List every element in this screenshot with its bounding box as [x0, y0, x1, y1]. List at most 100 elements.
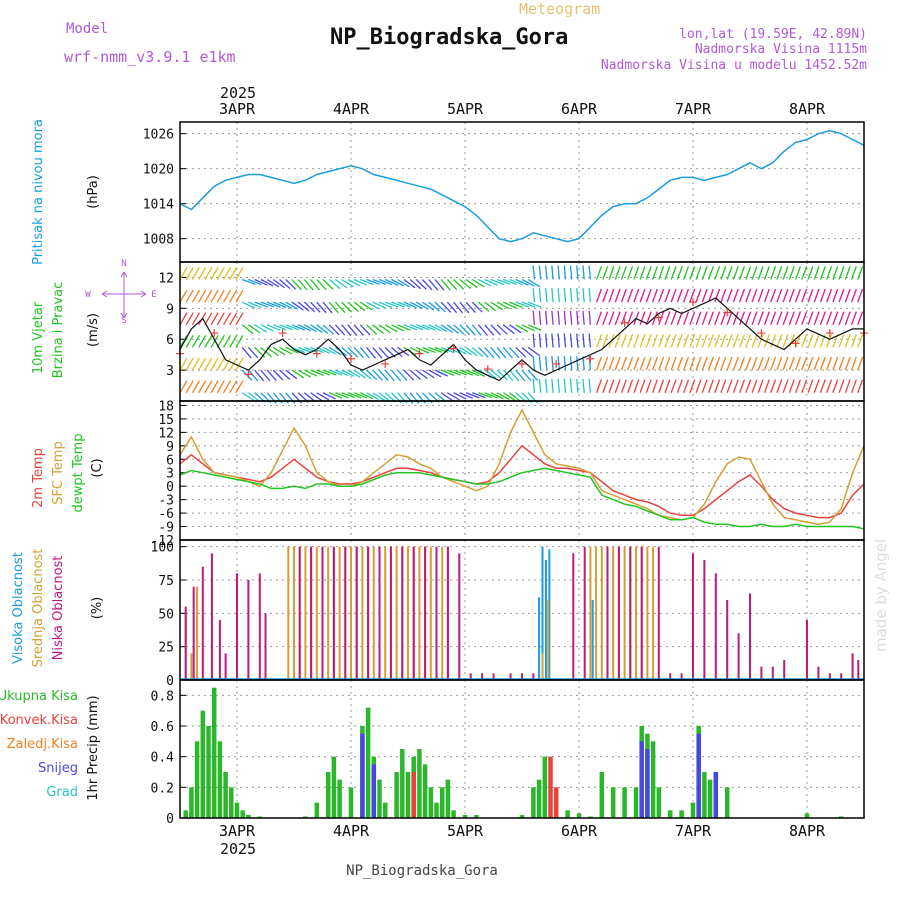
- wind-vector: [291, 346, 306, 354]
- model-altitude-label: Nadmorska Visina u modelu 1452.52m: [601, 58, 867, 73]
- bar: [583, 546, 586, 680]
- bar-series-0: [183, 687, 844, 818]
- bar: [838, 816, 844, 818]
- bar: [348, 787, 354, 818]
- wind-vector: [241, 324, 254, 335]
- wind-vector: [850, 288, 857, 303]
- bar: [760, 666, 763, 680]
- wind-vector: [838, 311, 845, 326]
- wind-vector: [782, 311, 789, 326]
- bar: [458, 553, 461, 680]
- wind-vector: [826, 266, 833, 280]
- wind-vector: [447, 392, 460, 401]
- gust-marker: [449, 344, 458, 353]
- wind-vector: [614, 356, 621, 371]
- wind-vector: [807, 379, 814, 393]
- bar: [469, 673, 472, 680]
- wind-vector: [569, 333, 573, 348]
- wind-vector: [415, 301, 429, 310]
- wind-vector: [664, 288, 671, 303]
- wind-vector: [707, 311, 714, 326]
- wind-vector: [446, 279, 458, 291]
- wind-vector: [695, 334, 702, 348]
- ytick-label: 9: [166, 302, 174, 317]
- wind-vector: [532, 356, 536, 371]
- bar-series-1: [411, 756, 559, 818]
- wind-vector: [639, 379, 646, 393]
- bar: [610, 787, 616, 818]
- wind-vector: [198, 335, 207, 348]
- wind-vector: [745, 266, 752, 280]
- wind-vector: [701, 334, 708, 348]
- bar: [382, 802, 388, 818]
- wind-vector: [422, 279, 433, 291]
- bar: [218, 620, 221, 680]
- wind-vector: [210, 312, 219, 326]
- wind-vector: [390, 346, 403, 358]
- wind-vector: [739, 379, 746, 393]
- line-series-2: [179, 467, 865, 530]
- wind-vector: [794, 288, 801, 303]
- wind-vector: [732, 288, 739, 303]
- wind-vector: [658, 379, 665, 393]
- wind-vector: [651, 334, 658, 348]
- wind-vector: [241, 392, 255, 401]
- wind-vector: [434, 301, 446, 313]
- wind-vector: [210, 380, 219, 394]
- wind-vector: [521, 278, 535, 287]
- wind-vector: [372, 369, 383, 381]
- pressure-unit: (hPa): [86, 175, 101, 209]
- panel-1: 3 6 9 12: [158, 261, 868, 404]
- panel-frame: [179, 539, 865, 681]
- wind-axis-titles: 10m Vjetar Brzina i Pravac (m/s) N E W S: [31, 259, 157, 378]
- bar: [622, 787, 627, 818]
- wind-vector: [440, 392, 454, 402]
- wind-vector: [248, 301, 262, 309]
- wind-vector: [459, 301, 470, 314]
- wind-vector: [440, 301, 452, 313]
- gust-marker: [620, 318, 629, 327]
- bar: [258, 573, 261, 680]
- wind-vector: [857, 356, 864, 371]
- wind-vector: [273, 324, 287, 331]
- wind-vector: [372, 278, 387, 285]
- gust-marker: [278, 329, 287, 338]
- wind-vector: [328, 301, 339, 314]
- wind-vector: [446, 324, 459, 334]
- wind-vector: [279, 279, 291, 290]
- wind-vector: [229, 312, 238, 326]
- wind-vector: [763, 356, 770, 371]
- wind-vector: [563, 356, 567, 371]
- wind-vector: [266, 369, 277, 381]
- wind-vector: [447, 369, 461, 376]
- wind-vector: [720, 288, 727, 303]
- wind-vector: [633, 288, 640, 303]
- bar: [405, 772, 411, 818]
- wind-vector: [757, 311, 764, 326]
- ytick-label: 12: [158, 426, 174, 441]
- wind-vector: [788, 356, 795, 371]
- ytick-label: 18: [158, 399, 174, 414]
- wind-vector: [645, 379, 652, 393]
- wind-vector: [515, 369, 526, 382]
- wind-vector: [844, 356, 851, 371]
- wind-vector: [545, 356, 548, 371]
- wind-vector: [322, 346, 336, 355]
- wind-vector: [459, 346, 473, 356]
- wind-vector: [689, 379, 696, 393]
- wind-vector: [260, 278, 274, 287]
- bar: [650, 741, 656, 818]
- ytick-label: 75: [158, 574, 174, 589]
- wind-vector: [179, 312, 188, 326]
- bar: [344, 546, 347, 680]
- wind-vector: [857, 334, 864, 348]
- wind-vector: [720, 334, 727, 348]
- wind-vector: [266, 346, 279, 357]
- wind-vector: [850, 266, 857, 280]
- temp-axis-titles: 2m Temp SFC Temp dewpt Temp (C): [31, 433, 105, 512]
- wind-vector: [807, 266, 814, 280]
- wind-vector: [303, 301, 316, 313]
- wind-vector: [378, 369, 389, 382]
- bar: [240, 810, 245, 818]
- wind-vector: [416, 324, 430, 331]
